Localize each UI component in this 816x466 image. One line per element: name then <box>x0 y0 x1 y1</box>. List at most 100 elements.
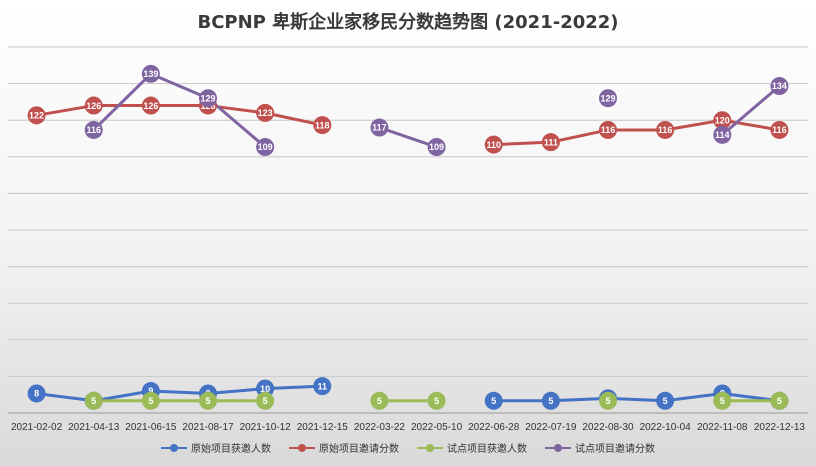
data-label: 5 <box>263 396 268 406</box>
data-label: 123 <box>258 108 273 118</box>
data-point <box>313 377 332 396</box>
data-label: 8 <box>34 389 39 399</box>
legend-item: 试点项目获邀人数 <box>417 440 527 455</box>
data-label: 5 <box>605 396 610 406</box>
data-label: 10 <box>260 384 270 394</box>
x-tick-label: 2022-03-22 <box>354 422 406 433</box>
data-point <box>713 111 732 130</box>
data-point <box>656 391 675 410</box>
data-point <box>199 391 217 410</box>
series-line <box>92 72 267 149</box>
data-point <box>770 77 789 96</box>
data-point <box>84 391 103 410</box>
data-point <box>427 138 446 157</box>
data-label: 134 <box>772 81 787 91</box>
data-label: 5 <box>777 396 782 406</box>
series-line <box>377 126 439 149</box>
data-point <box>370 391 389 410</box>
data-point <box>84 96 103 115</box>
chart-legend: 原始项目获邀人数 原始项目邀请分数 试点项目获邀人数 试点项目邀请分数 <box>0 440 816 455</box>
data-label: 129 <box>200 93 215 103</box>
data-label: 9 <box>148 386 153 396</box>
data-label: 126 <box>86 101 101 111</box>
data-label: 114 <box>715 130 730 140</box>
data-label: 120 <box>715 115 730 125</box>
legend-swatch <box>545 443 571 453</box>
data-point <box>599 120 617 139</box>
legend-label: 原始项目获邀人数 <box>191 444 271 455</box>
x-tick-label: 2021-10-12 <box>240 422 292 433</box>
data-point <box>141 96 160 115</box>
data-point <box>713 391 732 410</box>
x-tick-label: 2022-05-10 <box>411 422 463 433</box>
data-point <box>484 135 503 154</box>
legend-label: 试点项目邀请分数 <box>575 444 655 455</box>
x-tick-label: 2022-08-30 <box>582 422 634 433</box>
data-point <box>484 391 503 410</box>
data-label: 116 <box>772 125 787 135</box>
data-point <box>770 391 789 410</box>
data-label: 5 <box>377 396 382 406</box>
data-point <box>141 64 160 83</box>
data-point <box>313 116 332 135</box>
data-label: 5 <box>491 396 496 406</box>
x-tick-label: 2022-10-04 <box>640 422 692 433</box>
data-point <box>256 103 275 122</box>
legend-item: 原始项目邀请分数 <box>289 440 399 455</box>
legend-swatch <box>161 443 187 453</box>
data-label: 5 <box>205 396 210 406</box>
data-label: 126 <box>143 101 158 111</box>
data-point <box>84 120 103 139</box>
legend-item: 原始项目获邀人数 <box>161 440 271 455</box>
x-tick-label: 2021-12-15 <box>297 422 349 433</box>
data-label: 5 <box>720 396 725 406</box>
x-tick-label: 2021-06-15 <box>125 422 177 433</box>
data-point <box>713 125 732 144</box>
series-line <box>720 84 781 137</box>
x-tick-label: 2022-07-19 <box>525 422 577 433</box>
data-label: 139 <box>143 69 158 79</box>
data-label: 117 <box>372 123 387 133</box>
data-label: 5 <box>663 396 668 406</box>
x-tick-label: 2022-12-13 <box>754 422 806 433</box>
legend-swatch <box>289 443 315 453</box>
data-label: 5 <box>548 396 553 406</box>
x-tick-label: 2021-08-17 <box>182 422 234 433</box>
data-label: 11 <box>318 381 328 391</box>
legend-swatch <box>417 443 443 453</box>
data-point <box>199 89 217 108</box>
line-chart: 2021-02-02 2021-04-13 2021-06-15 2021-08-17… <box>8 46 808 433</box>
x-tick-label: 2022-11-08 <box>697 422 748 433</box>
data-label: 116 <box>658 125 673 135</box>
data-point <box>141 391 160 410</box>
data-point <box>599 391 617 410</box>
legend-label: 原始项目邀请分数 <box>319 444 399 455</box>
data-point <box>27 384 46 403</box>
data-label: 116 <box>601 125 616 135</box>
series-line <box>35 384 324 403</box>
data-point <box>370 118 389 137</box>
data-label: 109 <box>258 142 273 152</box>
data-label: 109 <box>429 142 444 152</box>
legend-label: 试点项目获邀人数 <box>447 444 527 455</box>
data-label: 5 <box>148 396 153 406</box>
data-label: 122 <box>29 111 44 121</box>
series-line <box>35 104 324 127</box>
series-line <box>492 118 781 147</box>
data-label: 5 <box>434 396 439 406</box>
data-label: 116 <box>86 125 101 135</box>
data-label: 110 <box>486 140 501 150</box>
data-label: 111 <box>544 137 558 147</box>
data-point <box>256 138 275 157</box>
data-label: 129 <box>600 93 615 103</box>
data-point <box>541 133 560 152</box>
chart-title: BCPNP 卑斯企业家移民分数趋势图 (2021-2022) <box>197 12 619 33</box>
x-tick-label: 2022-06-28 <box>468 422 520 433</box>
data-point <box>599 89 617 108</box>
data-label: 118 <box>315 120 330 130</box>
data-point <box>427 391 446 410</box>
data-label: 5 <box>91 396 96 406</box>
x-tick-label: 2021-04-13 <box>68 422 120 433</box>
x-tick-label: 2021-02-02 <box>11 422 63 433</box>
